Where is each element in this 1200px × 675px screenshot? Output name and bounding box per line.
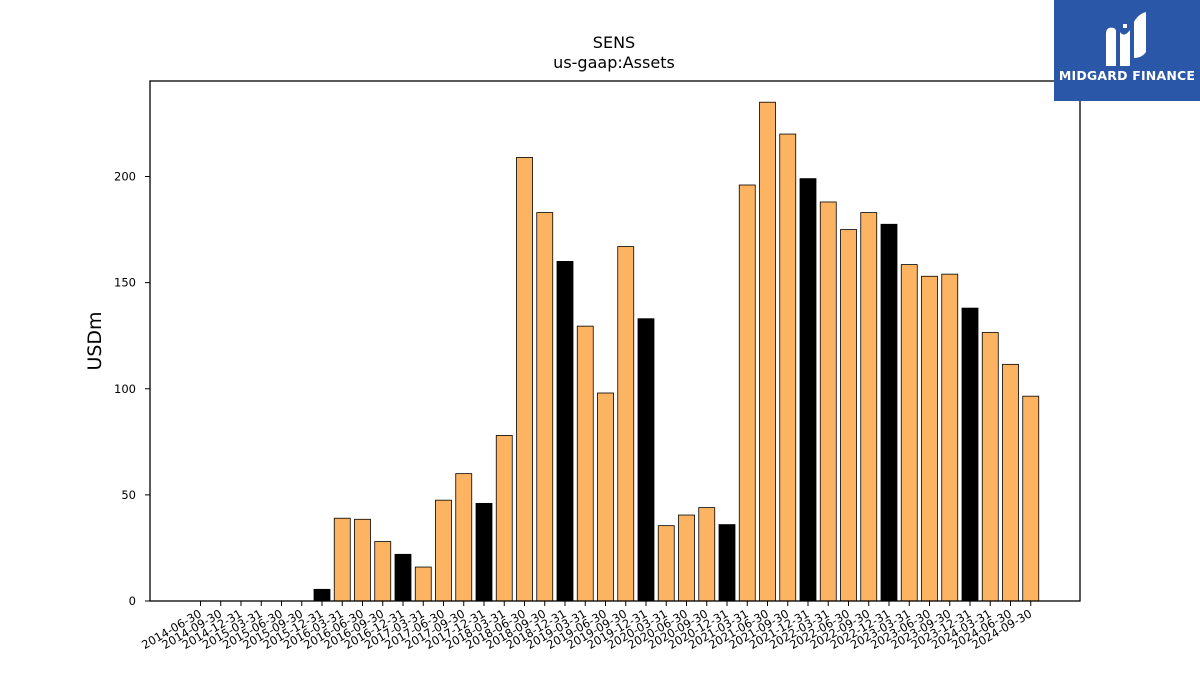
bar-2017-03-31 xyxy=(414,566,432,602)
bar-2020-09-30 xyxy=(698,507,716,602)
bars-layer xyxy=(313,101,1040,602)
bar-2023-12-31 xyxy=(961,307,979,602)
bar-2019-03-31 xyxy=(576,325,594,602)
bar-2023-09-30 xyxy=(941,273,959,602)
bar-2019-06-30 xyxy=(597,392,614,602)
bar-2022-03-31 xyxy=(819,201,837,602)
bar-2018-06-30 xyxy=(516,157,533,602)
brand-name: MIDGARD FINANCE xyxy=(1058,68,1196,83)
bar-2018-09-30 xyxy=(536,212,554,602)
y-axis-ticks: 0 50 100 150 200 xyxy=(114,170,150,608)
midgard-logo-icon xyxy=(1106,12,1146,67)
bar-2021-12-31 xyxy=(799,178,817,602)
bar-2016-03-31 xyxy=(333,517,351,602)
bar-2018-03-31 xyxy=(495,435,513,602)
bar-2015-12-31 xyxy=(313,588,331,602)
bar-2021-03-31 xyxy=(738,184,756,602)
bar-2016-12-31 xyxy=(394,553,412,602)
bar-2017-09-30 xyxy=(455,473,473,602)
bar-2021-09-30 xyxy=(779,133,797,602)
y-axis-label: USDm xyxy=(84,311,106,370)
bar-2023-06-30 xyxy=(921,275,938,602)
chart-subtitle: us-gaap:Assets xyxy=(553,53,675,72)
bar-2021-06-30 xyxy=(759,101,776,602)
y-tick-label: 100 xyxy=(114,382,136,396)
plot-frame xyxy=(149,80,1081,602)
bar-2017-12-31 xyxy=(475,502,493,602)
brand-logo: MIDGARD FINANCE xyxy=(1054,0,1200,101)
y-tick-label: 150 xyxy=(114,276,136,290)
bar-2020-06-30 xyxy=(678,514,695,602)
y-tick-label: 200 xyxy=(114,170,136,184)
bar-2016-09-30 xyxy=(374,541,392,602)
bar-2016-06-30 xyxy=(354,518,371,602)
bar-2018-12-31 xyxy=(556,261,574,602)
bar-2020-12-31 xyxy=(718,524,736,602)
bar-2022-06-30 xyxy=(840,229,857,602)
bar-2017-06-30 xyxy=(435,499,452,602)
y-tick-label: 50 xyxy=(121,488,136,502)
bar-2019-09-30 xyxy=(617,246,635,602)
bar-2023-03-31 xyxy=(900,264,918,602)
bar-2024-03-31 xyxy=(981,332,999,602)
bar-2020-03-31 xyxy=(657,525,675,602)
bar-2024-09-30 xyxy=(1022,395,1040,602)
chart-title: SENS xyxy=(593,33,635,52)
bar-2022-12-31 xyxy=(880,223,898,602)
bar-2019-12-31 xyxy=(637,318,655,602)
bar-2022-09-30 xyxy=(860,212,878,602)
y-tick-label: 0 xyxy=(129,594,136,608)
x-axis-ticks: 2014-06-302014-09-302014-12-312015-03-31… xyxy=(139,601,1034,652)
bar-2024-06-30 xyxy=(1002,363,1019,602)
